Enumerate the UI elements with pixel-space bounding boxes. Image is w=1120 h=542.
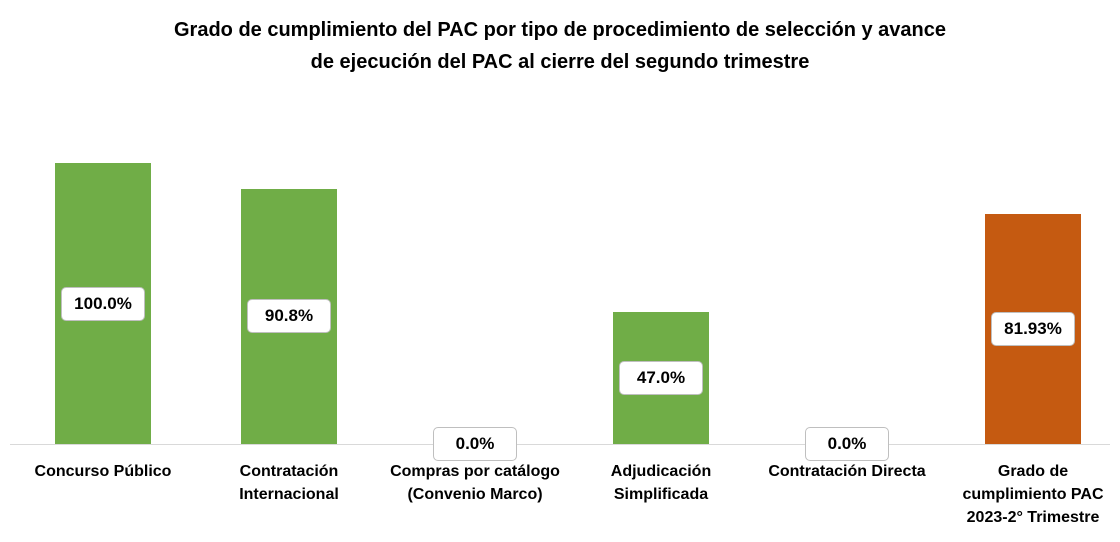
x-tick-label: Grado de cumplimiento PAC 2023-2° Trimes… <box>962 463 1104 526</box>
baseline <box>10 444 1110 445</box>
data-label: 0.0% <box>805 427 889 461</box>
x-tick-label: Contratación Internacional <box>239 463 339 503</box>
x-tick-label: Compras por catálogo (Convenio Marco) <box>390 463 560 503</box>
chart-title: Grado de cumplimiento del PAC por tipo d… <box>173 19 947 73</box>
x-tick-label: Adjudicación Simplificada <box>610 463 712 503</box>
data-label: 47.0% <box>619 360 703 395</box>
data-label: 81.93% <box>991 311 1075 346</box>
data-label: 90.8% <box>247 299 331 334</box>
x-tick-label: Concurso Público <box>34 463 172 480</box>
data-label: 0.0% <box>433 427 517 461</box>
x-tick-label: Contratación Directa <box>768 463 926 480</box>
data-label: 100.0% <box>61 286 145 321</box>
